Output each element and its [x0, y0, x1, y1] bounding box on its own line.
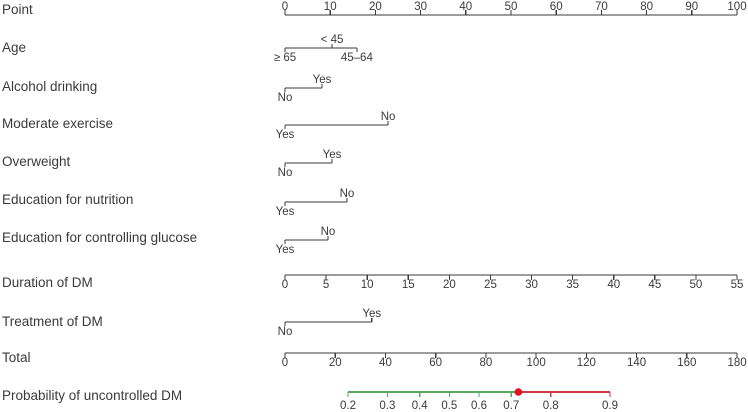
- row-label-exercise: Moderate exercise: [2, 116, 113, 131]
- category-label: No: [278, 92, 293, 104]
- tick-label: 25: [484, 279, 497, 291]
- row-label-overweight: Overweight: [2, 154, 71, 169]
- tick-label: 70: [595, 1, 608, 13]
- category-label: No: [340, 188, 355, 200]
- tick-label: 0.4: [412, 400, 429, 412]
- tick-label: 20: [443, 279, 456, 291]
- tick-label: 0.6: [471, 400, 487, 412]
- row-overweight: Overweight No Yes: [2, 149, 342, 179]
- tick-label: 80: [640, 1, 653, 13]
- tick-label: 0: [282, 1, 288, 13]
- category-label: No: [381, 111, 396, 123]
- row-exercise: Moderate exercise Yes No: [2, 111, 395, 141]
- row-label-treatment: Treatment of DM: [2, 314, 103, 329]
- tick-label: 50: [505, 1, 518, 13]
- tick-label: 90: [685, 1, 698, 13]
- tick-label: 0: [282, 279, 288, 291]
- category-label: Yes: [362, 308, 381, 320]
- row-probability: Probability of uncontrolled DM 0.2 0.3 0.4 0…: [2, 388, 618, 412]
- tick-label: 0.2: [340, 400, 356, 412]
- category-label: No: [278, 167, 293, 179]
- tick-label: 60: [550, 1, 563, 13]
- row-label-total: Total: [2, 350, 31, 365]
- row-label-duration: Duration of DM: [2, 275, 93, 290]
- tick-label: 20: [329, 357, 342, 369]
- category-label: ≥ 65: [274, 52, 296, 64]
- category-label: No: [278, 326, 293, 338]
- tick-label: 60: [429, 357, 442, 369]
- tick-label: 20: [369, 1, 382, 13]
- row-age: Age ≥ 65 < 45 45–64: [2, 34, 373, 64]
- category-label: < 45: [321, 34, 344, 46]
- row-treatment: Treatment of DM No Yes: [2, 308, 381, 338]
- tick-label: 10: [361, 279, 374, 291]
- tick-label: 160: [677, 357, 696, 369]
- category-label: Yes: [323, 149, 342, 161]
- row-edu-nutrition: Education for nutrition Yes No: [2, 188, 354, 218]
- tick-label: 5: [323, 279, 329, 291]
- tick-label: 180: [727, 357, 746, 369]
- tick-label: 120: [577, 357, 596, 369]
- row-label-edu-glucose: Education for controlling glucose: [2, 230, 197, 245]
- row-edu-glucose: Education for controlling glucose Yes No: [2, 226, 335, 256]
- category-label: Yes: [276, 244, 295, 256]
- tick-label: 0.8: [543, 400, 559, 412]
- row-total: Total 0 20 40 60 80 100 120 140 160 180: [2, 350, 747, 369]
- category-label: Yes: [276, 206, 295, 218]
- tick-label: 30: [525, 279, 538, 291]
- row-label-probability: Probability of uncontrolled DM: [2, 388, 182, 403]
- category-label: Yes: [276, 129, 295, 141]
- tick-label: 0.5: [441, 400, 457, 412]
- category-label: Yes: [313, 74, 332, 86]
- row-alcohol: Alcohol drinking No Yes: [2, 74, 332, 104]
- tick-label: 80: [480, 357, 493, 369]
- tick-label: 0.3: [379, 400, 395, 412]
- row-label-edu-nutrition: Education for nutrition: [2, 192, 133, 207]
- row-duration: Duration of DM 0 5 10 15 20 25 30 35 40 45 50 55: [2, 274, 744, 291]
- tick-label: 40: [607, 279, 620, 291]
- tick-label: 40: [379, 357, 392, 369]
- probability-marker-dot: [514, 388, 523, 396]
- row-point: Point 0 10 20 30 40 50 60 70 80 90 100: [2, 1, 747, 17]
- row-label-point: Point: [2, 2, 33, 17]
- tick-label: 140: [627, 357, 646, 369]
- tick-label: 30: [414, 1, 427, 13]
- row-label-alcohol: Alcohol drinking: [2, 79, 97, 94]
- tick-label: 50: [690, 279, 703, 291]
- tick-label: 0: [282, 357, 288, 369]
- tick-label: 10: [324, 1, 337, 13]
- tick-label: 55: [731, 279, 744, 291]
- tick-label: 15: [402, 279, 415, 291]
- category-label: No: [321, 226, 336, 238]
- tick-label: 45: [648, 279, 661, 291]
- tick-label: 40: [459, 1, 472, 13]
- tick-label: 100: [727, 1, 746, 13]
- row-label-age: Age: [2, 40, 26, 55]
- tick-label: 100: [527, 357, 546, 369]
- tick-label: 35: [566, 279, 579, 291]
- tick-label: 0.9: [602, 400, 618, 412]
- category-label: 45–64: [341, 52, 374, 64]
- tick-label: 0.7: [503, 400, 519, 412]
